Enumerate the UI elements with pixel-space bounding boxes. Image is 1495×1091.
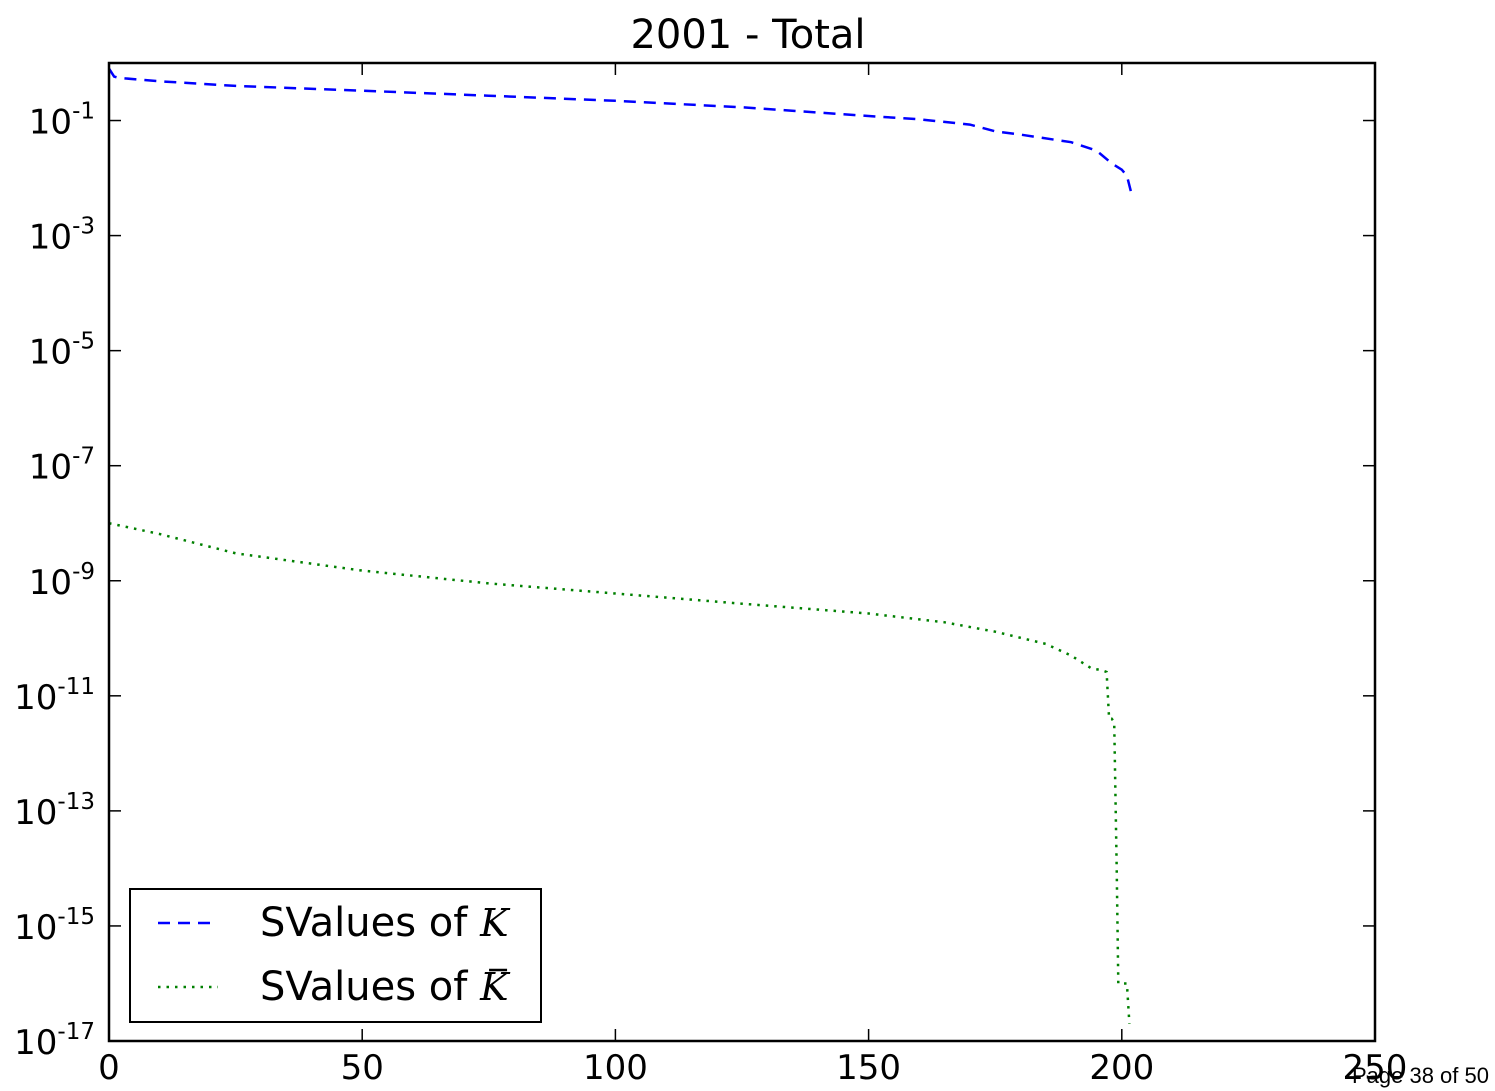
y-tick-base: 10 (29, 218, 72, 258)
y-tick-exponent: -7 (72, 444, 95, 470)
y-tick-exponent: -13 (57, 789, 95, 815)
series-layer (107, 67, 1134, 1024)
x-tick-label: 250 (1343, 1048, 1408, 1088)
y-tick-base: 10 (14, 908, 57, 948)
y-tick-label: 10-5 (29, 329, 95, 373)
y-tick-label: 10-15 (14, 904, 95, 948)
y-tick-label: 10-7 (29, 444, 95, 488)
legend-math-symbol: K (479, 901, 511, 945)
y-tick-label: 10-11 (14, 674, 95, 718)
legend-label-text: SValues of (260, 964, 480, 1010)
y-tick-exponent: -9 (72, 559, 95, 585)
y-tick-label: 10-9 (29, 559, 95, 603)
page-number: Page 38 of 50 (1351, 1063, 1489, 1088)
y-tick-base: 10 (29, 448, 72, 488)
y-tick-base: 10 (29, 103, 72, 143)
y-tick-exponent: -11 (57, 674, 95, 700)
y-tick-base: 10 (29, 333, 72, 373)
tick-layer (108, 63, 1376, 1042)
y-tick-base: 10 (14, 1023, 57, 1063)
x-tick-label: 100 (583, 1048, 648, 1088)
legend-label-text: SValues of (260, 900, 480, 946)
legend-label-0: SValues of K (260, 900, 511, 946)
y-tick-base: 10 (29, 563, 72, 603)
plot-frame (107, 61, 1377, 1043)
chart-title: 2001 - Total (630, 12, 865, 58)
y-tick-exponent: -15 (57, 904, 95, 930)
y-tick-label: 10-17 (14, 1019, 95, 1063)
x-tick-label: 200 (1089, 1048, 1154, 1088)
y-tick-exponent: -3 (72, 214, 95, 240)
legend-box (129, 888, 542, 1023)
legend-label-1: SValues of K (260, 964, 511, 1010)
y-tick-base: 10 (14, 678, 57, 718)
legend-math-symbol: K (479, 965, 511, 1009)
y-tick-label: 10-1 (29, 99, 95, 143)
x-tick-label: 150 (836, 1048, 901, 1088)
y-tick-exponent: -5 (72, 329, 95, 355)
y-tick-label: 10-13 (14, 789, 95, 833)
x-tick-label: 50 (341, 1048, 384, 1088)
y-tick-label: 10-3 (29, 214, 95, 258)
x-tick-label: 0 (98, 1048, 120, 1088)
y-tick-exponent: -1 (72, 99, 95, 125)
series-line-0 (107, 67, 1134, 196)
x-tick-labels: 0 50 100 150 200 250 (98, 1048, 1407, 1088)
y-tick-exponent: -17 (57, 1019, 95, 1045)
y-tick-base: 10 (14, 793, 57, 833)
